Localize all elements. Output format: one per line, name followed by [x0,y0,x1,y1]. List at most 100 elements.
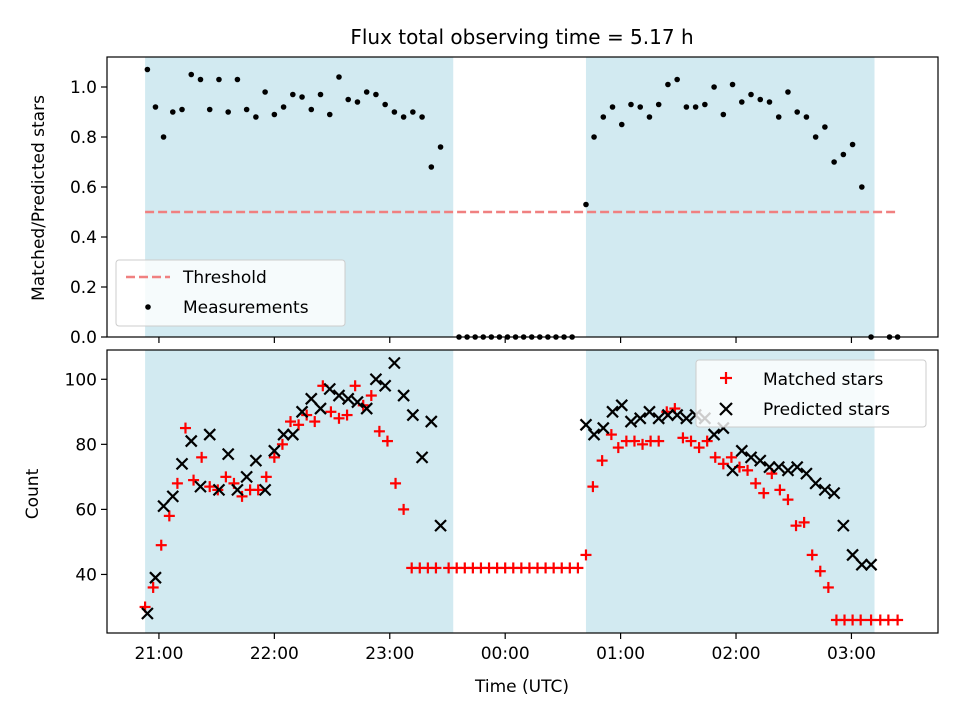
predicted-star-b [606,405,619,419]
predicted-star-point [157,499,170,513]
matched-star-point [163,510,175,522]
ratio-legend: Threshold Measurements [115,259,346,327]
predicted-star-point [314,402,327,415]
matched-star-point [220,471,232,483]
predicted-star-point [633,412,647,425]
predicted-star-point [351,395,364,409]
matched-star-point [882,614,894,626]
predicted-star-b [295,405,309,419]
y-axis-label-count: Count [23,468,43,519]
predicted-star-point [212,483,226,497]
predicted-star-point [434,519,447,532]
measurement-point [628,101,634,108]
measurement-point [785,89,791,95]
measurement-point [849,141,856,148]
count-frame [106,349,939,634]
predicted-star-point [781,464,795,477]
matched-star-point [596,455,608,467]
predicted-star-point [809,477,822,490]
count-legend: Matched stars Predicted stars [695,359,927,428]
matched-star-point [430,562,442,574]
matched-star-point [806,549,818,561]
matched-star-point [309,416,321,428]
measurement-point [674,76,680,83]
measurement-point [188,71,195,78]
predicted-star-point [369,372,383,386]
matched-star-point [855,614,867,626]
matched-star-point [293,419,305,431]
predicted-star-b [184,434,198,448]
predicted-star-point [837,519,850,532]
count-x-tick-label: 03:00 [827,644,876,664]
predicted-star-b [846,548,859,562]
count-x-tick-label: 01:00 [596,644,645,664]
predicted-star-b [579,418,593,432]
count-x-tick-label: 23:00 [365,644,414,664]
ratio-legend-box [115,259,346,327]
predicted-star-point [184,434,198,448]
matched-star-point [677,432,689,444]
matched-star-point [580,549,592,561]
measurement-point [382,101,388,108]
x-axis-label: Time (UTC) [474,677,569,697]
predicted-star-point [643,405,656,419]
ratio-y-tick-label: 0.8 [70,128,97,148]
predicted-star-b [351,395,364,409]
measurement-point [169,109,176,115]
measurement-point [197,76,204,83]
predicted-star-point [406,408,420,422]
count-y-tick-label: 60 [75,500,97,520]
predicted-star-point [388,356,401,370]
predicted-star-b [388,356,401,370]
measurement-point [308,106,315,113]
predicted-star-point [203,428,216,441]
legend-predicted-label: Predicted stars [763,400,890,420]
measurement-point [822,124,828,130]
count-panel: 40 60 80 100 21:00 22:00 23:00 00:00 01:00 02:00 0… [23,349,939,697]
matched-star-point [171,477,183,489]
predicted-star-point [305,392,318,406]
matched-star-point [252,484,264,496]
predicted-star-b [203,428,216,441]
matched-star-point [188,474,200,486]
matched-star-point [750,477,762,489]
predicted-star-point [753,454,767,467]
matched-star-point [147,581,159,593]
matched-star-point [268,451,280,463]
matched-star-point [892,614,904,626]
predicted-star-point [818,483,832,497]
predicted-star-point [680,412,693,425]
matched-star-point [572,562,584,574]
matched-star-point [236,490,248,502]
predicted-star-b [633,412,647,425]
legend-matched-swatch [720,372,732,384]
matched-star-point [285,416,297,428]
predicted-star-b [149,571,162,584]
predicted-star-point [827,486,841,500]
measurement-point [600,114,607,120]
measurement-point [354,99,361,105]
predicted-star-point [231,483,244,497]
matched-star-point [742,464,754,476]
count-x-tick-label: 21:00 [134,644,183,664]
measurement-point [206,106,213,113]
matched-star-point [709,451,721,463]
matched-star-point [365,390,377,402]
predicted-star-point [175,457,189,471]
matched-star-point [333,412,345,424]
measurement-point [748,91,754,98]
predicted-star-point [360,402,373,415]
predicted-star-point [286,428,300,441]
predicted-star-point [277,428,290,441]
predicted-star-point [323,382,337,396]
predicted-star-b [314,402,327,415]
predicted-star-b [615,399,629,412]
count-y-tick-label: 40 [75,565,97,585]
measurement-point [859,184,865,190]
predicted-star-point [194,480,207,493]
predicted-star-b [818,483,832,497]
measurement-point [618,121,625,128]
predicted-star-b [624,415,638,428]
predicted-star-b [341,392,355,406]
